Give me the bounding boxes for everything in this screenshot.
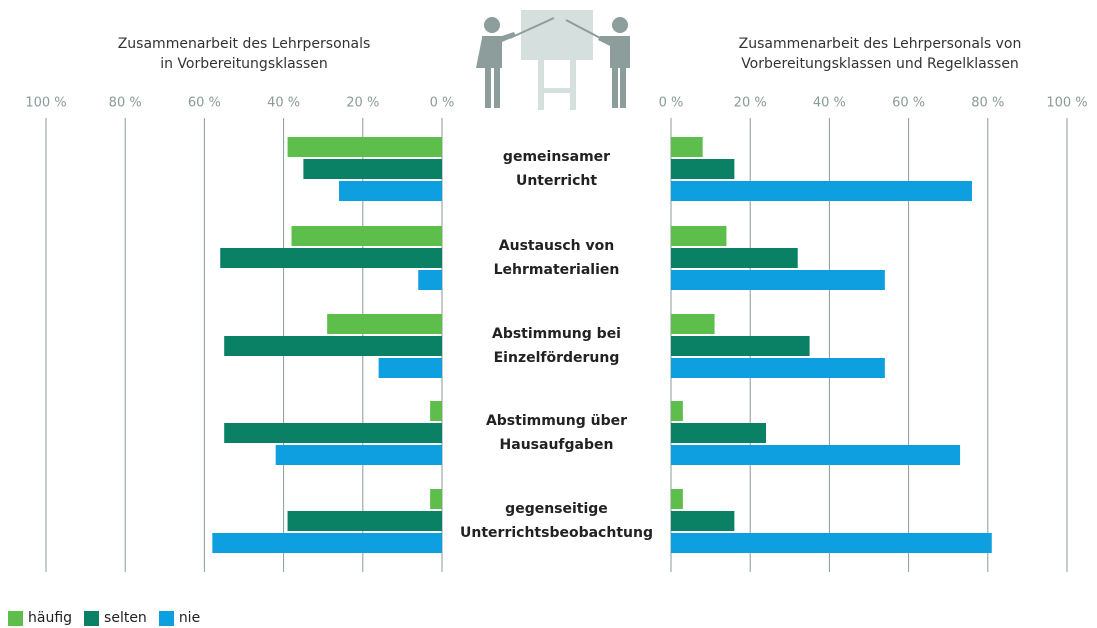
x-tick-label: 20 % <box>734 96 767 111</box>
legend-item: häufig <box>8 610 72 626</box>
bar <box>292 226 442 246</box>
bar <box>327 314 442 334</box>
x-tick-label: 100 % <box>25 96 66 111</box>
bar <box>671 336 810 356</box>
x-tick-label: 0 % <box>430 96 455 111</box>
bar <box>671 314 715 334</box>
bar <box>671 489 683 509</box>
bar <box>430 489 442 509</box>
legend: häufig selten nie <box>8 610 212 626</box>
x-tick-label: 0 % <box>659 96 684 111</box>
x-tick-label: 40 % <box>813 96 846 111</box>
legend-label: nie <box>179 610 200 626</box>
bar <box>671 533 992 553</box>
teacher-icon <box>476 10 630 110</box>
legend-item: nie <box>159 610 200 626</box>
bar <box>430 401 442 421</box>
x-tick-label: 100 % <box>1046 96 1087 111</box>
bar <box>671 181 972 201</box>
bar <box>671 358 885 378</box>
right-title: Zusammenarbeit des Lehrpersonals von Vor… <box>700 34 1060 74</box>
bar <box>379 358 442 378</box>
bar <box>276 445 442 465</box>
bar <box>339 181 442 201</box>
legend-label: häufig <box>28 610 72 626</box>
x-tick-label: 20 % <box>346 96 379 111</box>
legend-label: selten <box>104 610 147 626</box>
x-tick-label: 60 % <box>188 96 221 111</box>
bar <box>671 248 798 268</box>
bar <box>671 270 885 290</box>
legend-swatch <box>8 611 23 626</box>
category-label: Abstimmung über Hausaufgaben <box>442 409 671 457</box>
bar <box>671 423 766 443</box>
bar <box>224 336 442 356</box>
bar <box>303 159 442 179</box>
bar <box>671 511 734 531</box>
category-label: gemeinsamer Unterricht <box>442 145 671 193</box>
bar <box>224 423 442 443</box>
bar <box>288 511 442 531</box>
x-tick-label: 80 % <box>109 96 142 111</box>
legend-swatch <box>84 611 99 626</box>
x-tick-label: 40 % <box>267 96 300 111</box>
x-tick-label: 80 % <box>971 96 1004 111</box>
bar <box>288 137 442 157</box>
bar <box>212 533 442 553</box>
bar <box>671 226 726 246</box>
bar <box>418 270 442 290</box>
legend-item: selten <box>84 610 147 626</box>
page: 100 % 80 % 60 % 40 % 20 % 0 % 0 % 20 % 40 % 60 % 8… <box>0 0 1097 628</box>
bar <box>671 159 734 179</box>
bar <box>671 401 683 421</box>
bar <box>671 137 703 157</box>
x-tick-label: 60 % <box>892 96 925 111</box>
bar <box>220 248 442 268</box>
category-label: Abstimmung bei Einzelförderung <box>442 322 671 370</box>
left-title: Zusammenarbeit des Lehrpersonals in Vorb… <box>64 34 424 74</box>
legend-swatch <box>159 611 174 626</box>
category-label: gegenseitige Unterrichtsbeobachtung <box>442 497 671 545</box>
bar <box>671 445 960 465</box>
category-label: Austausch von Lehrmaterialien <box>442 234 671 282</box>
